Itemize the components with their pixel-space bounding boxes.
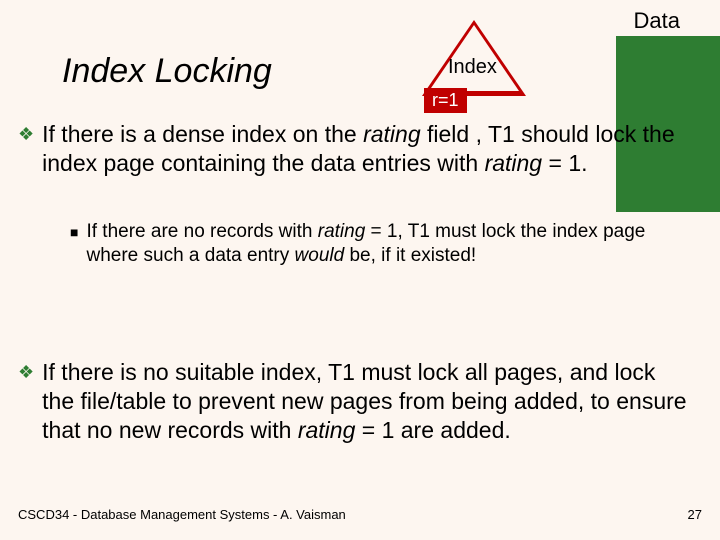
page-title: Index Locking: [62, 52, 272, 91]
bullet-2-text: If there is no suitable index, T1 must l…: [42, 358, 688, 444]
square-bullet-icon: ■: [70, 224, 78, 268]
sub-bullet-1-text: If there are no records with rating = 1,…: [86, 220, 660, 268]
diamond-bullet-icon: ❖: [18, 124, 34, 178]
footer-left: CSCD34 - Database Management Systems - A…: [18, 507, 346, 522]
data-label: Data: [634, 8, 680, 34]
bullet-1: ❖ If there is a dense index on the ratin…: [18, 120, 688, 178]
sub-bullet-1: ■ If there are no records with rating = …: [70, 220, 660, 268]
bullet-1-text: If there is a dense index on the rating …: [42, 120, 688, 178]
footer: CSCD34 - Database Management Systems - A…: [18, 507, 702, 522]
bullet-2: ❖ If there is no suitable index, T1 must…: [18, 358, 688, 444]
diamond-bullet-icon: ❖: [18, 362, 34, 444]
r1-box: r=1: [424, 88, 467, 113]
page-number: 27: [688, 507, 702, 522]
index-label: Index: [448, 56, 497, 79]
